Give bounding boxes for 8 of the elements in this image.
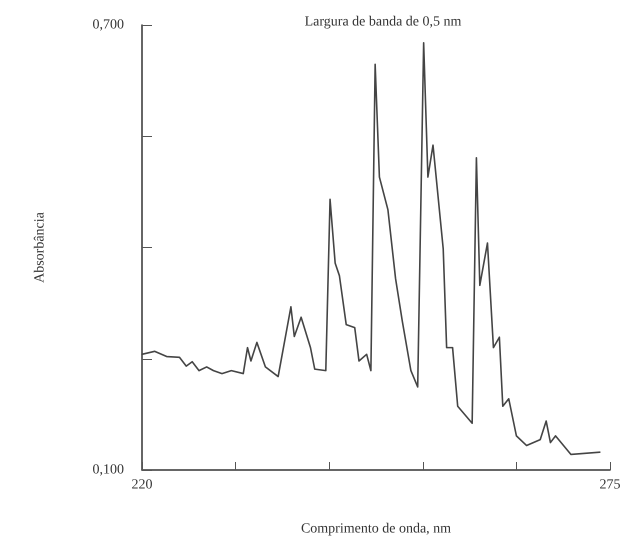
- y-tick-label: 0,100: [92, 462, 124, 478]
- chart-title: Largura de banda de 0,5 nm: [304, 14, 462, 30]
- y-axis-title: Absorbância: [32, 211, 48, 283]
- x-tick-label: 275: [600, 478, 620, 492]
- x-axis-title: Comprimento de onda, nm: [300, 522, 452, 536]
- y-tick-label: 0,700: [92, 18, 124, 32]
- x-tick-label: 220: [132, 478, 152, 492]
- line-series: [141, 42, 601, 456]
